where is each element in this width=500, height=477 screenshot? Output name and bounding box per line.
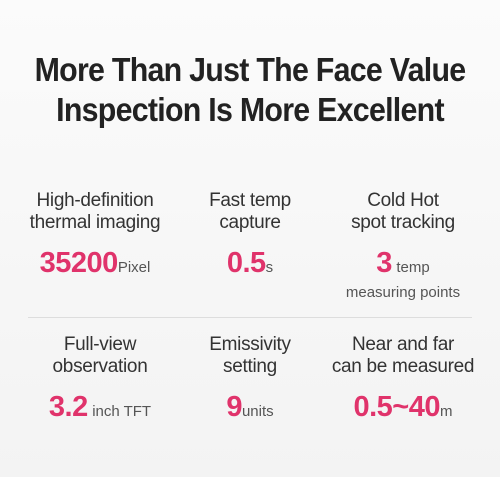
headline: More Than Just The Face Value Inspection… bbox=[20, 50, 480, 130]
feature-temp-capture: Fast temp capture 0.5s bbox=[175, 190, 325, 283]
feature-unit: s bbox=[265, 259, 274, 276]
feature-value: 0.5s bbox=[175, 248, 325, 283]
headline-line-1: More Than Just The Face Value bbox=[34, 51, 467, 88]
feature-number: 35200 bbox=[39, 247, 119, 279]
headline-line-2: Inspection Is More Excellent bbox=[56, 91, 444, 128]
feature-label: Full-view observation bbox=[52, 334, 148, 377]
feature-unit: units bbox=[241, 403, 274, 420]
feature-number: 3.2 bbox=[48, 391, 88, 423]
feature-unit-line-2: measuring points bbox=[345, 284, 461, 301]
feature-label: Near and far can be measured bbox=[331, 334, 475, 377]
feature-thermal-imaging: High-definition thermal imaging 35200Pix… bbox=[10, 190, 180, 283]
feature-emissivity: Emissivity setting 9units bbox=[175, 334, 325, 427]
feature-value: 9units bbox=[175, 392, 325, 427]
feature-number: 0.5~40 bbox=[353, 391, 440, 423]
feature-near-far: Near and far can be measured 0.5~40m bbox=[318, 334, 488, 427]
feature-unit: m bbox=[440, 403, 453, 420]
row-divider bbox=[28, 317, 472, 318]
feature-value: 0.5~40m bbox=[318, 392, 488, 427]
feature-label: Fast temp capture bbox=[209, 190, 291, 233]
feature-unit: inch TFT bbox=[92, 403, 152, 420]
feature-number: 3 bbox=[376, 247, 392, 279]
feature-unit: Pixel bbox=[117, 259, 151, 276]
feature-unit: temp bbox=[396, 259, 430, 276]
feature-value: 3.2 inch TFT bbox=[10, 392, 190, 427]
feature-value: 3 temp measuring points bbox=[318, 248, 488, 302]
feature-label: High-definition thermal imaging bbox=[29, 190, 161, 233]
feature-label: Cold Hot spot tracking bbox=[351, 190, 455, 233]
feature-full-view: Full-view observation 3.2 inch TFT bbox=[10, 334, 190, 427]
feature-number: 0.5 bbox=[226, 247, 266, 279]
feature-value: 35200Pixel bbox=[10, 248, 180, 283]
feature-spot-tracking: Cold Hot spot tracking 3 temp measuring … bbox=[318, 190, 488, 302]
feature-number: 9 bbox=[226, 391, 242, 423]
feature-label: Emissivity setting bbox=[209, 334, 291, 377]
